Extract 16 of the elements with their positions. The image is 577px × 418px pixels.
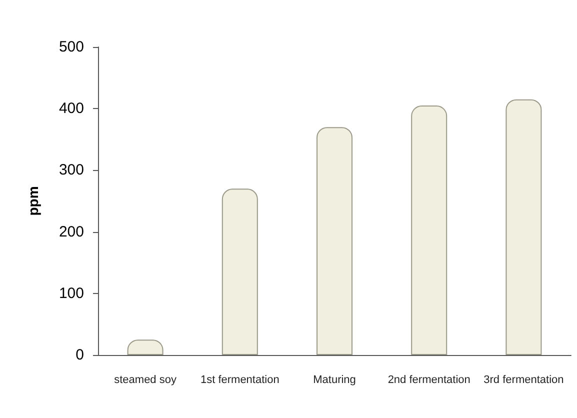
y-tick-label: 300 [58,162,84,179]
x-tick-label: 1st fermentation [200,374,280,386]
y-tick-label: 400 [58,100,84,118]
y-tick-label: 100 [58,284,84,302]
bar [316,127,352,355]
bar [506,99,542,355]
y-axis-title: ppm [25,186,41,216]
bar [411,106,448,355]
x-tick-label: 3rd fermentation [484,374,564,386]
bar [222,188,258,355]
x-tick-label: Maturing [313,374,356,386]
y-tick-label: 0 [76,346,84,364]
y-tick-label: 200 [58,223,84,240]
x-tick-label: 2nd fermentation [388,374,470,386]
y-tick-label: 500 [58,38,84,56]
x-tick-label: steamed soy [114,374,177,386]
